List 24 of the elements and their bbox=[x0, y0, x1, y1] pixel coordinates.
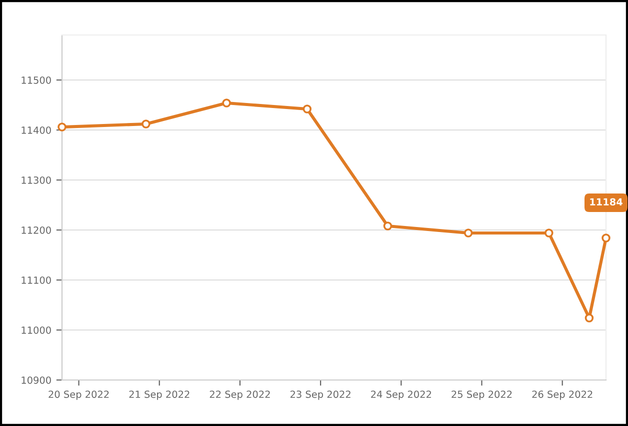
data-label: 11184 bbox=[590, 198, 622, 206]
y-tick-label: 11400 bbox=[22, 126, 51, 134]
x-tick-label: 22 Sep 2022 bbox=[210, 390, 270, 400]
y-tick-label: 10900 bbox=[22, 376, 51, 384]
x-tick-label: 25 Sep 2022 bbox=[452, 390, 512, 400]
point bbox=[302, 104, 312, 114]
x-tick-label: 23 Sep 2022 bbox=[290, 390, 350, 400]
x-tick-label: 26 Sep 2022 bbox=[532, 390, 592, 400]
y-tick-label: 11000 bbox=[22, 326, 51, 334]
y-tick-label: 11500 bbox=[22, 76, 51, 84]
point bbox=[544, 228, 554, 238]
point bbox=[584, 314, 594, 322]
x-tick-label: 24 Sep 2022 bbox=[371, 390, 431, 400]
point bbox=[602, 234, 610, 242]
y-tick-label: 11300 bbox=[22, 176, 51, 184]
point bbox=[58, 122, 66, 132]
point bbox=[464, 228, 473, 238]
x-tick-label: 21 Sep 2022 bbox=[129, 390, 190, 400]
point bbox=[222, 98, 231, 108]
y-tick-label: 11100 bbox=[22, 276, 51, 284]
point bbox=[142, 120, 150, 128]
y-tick-label: 11200 bbox=[22, 226, 51, 234]
x-tick-label: 20 Sep 2022 bbox=[48, 390, 109, 400]
point bbox=[383, 222, 392, 230]
